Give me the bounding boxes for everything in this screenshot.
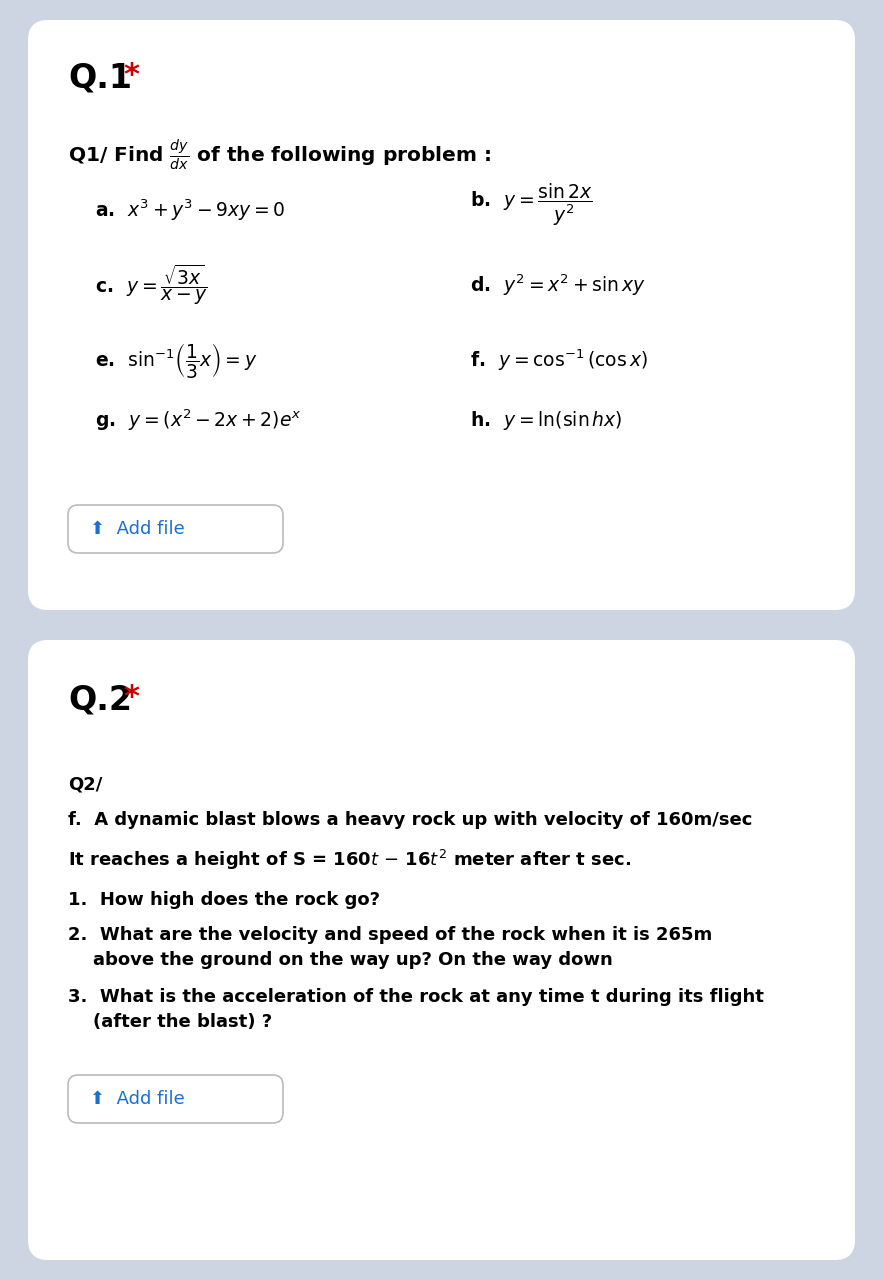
Text: 3.  What is the acceleration of the rock at any time t during its flight: 3. What is the acceleration of the rock … <box>68 988 764 1006</box>
Text: above the ground on the way up? On the way down: above the ground on the way up? On the w… <box>93 951 613 969</box>
Text: Q2/: Q2/ <box>68 776 102 794</box>
Text: f.  $y = \cos^{-1}(\cos x)$: f. $y = \cos^{-1}(\cos x)$ <box>470 347 648 372</box>
Text: c.  $y = \dfrac{\sqrt{3x}}{x-y}$: c. $y = \dfrac{\sqrt{3x}}{x-y}$ <box>95 262 208 307</box>
Text: e.  $\sin^{-1}\!\left(\dfrac{1}{3}x\right) = y$: e. $\sin^{-1}\!\left(\dfrac{1}{3}x\right… <box>95 340 258 379</box>
Text: Q.1: Q.1 <box>68 61 132 95</box>
Text: *: * <box>123 682 139 712</box>
Text: ⬆  Add file: ⬆ Add file <box>90 520 185 538</box>
Text: (after the blast) ?: (after the blast) ? <box>93 1012 272 1030</box>
FancyBboxPatch shape <box>28 20 855 611</box>
Text: a.  $x^3 + y^3 - 9xy = 0$: a. $x^3 + y^3 - 9xy = 0$ <box>95 197 285 223</box>
Text: g.  $y = (x^2 - 2x + 2)e^x$: g. $y = (x^2 - 2x + 2)e^x$ <box>95 407 301 433</box>
FancyBboxPatch shape <box>28 640 855 1260</box>
Text: 1.  How high does the rock go?: 1. How high does the rock go? <box>68 891 380 909</box>
FancyBboxPatch shape <box>68 506 283 553</box>
Text: b.  $y = \dfrac{\sin 2x}{y^2}$: b. $y = \dfrac{\sin 2x}{y^2}$ <box>470 182 592 228</box>
Text: *: * <box>123 60 139 90</box>
FancyBboxPatch shape <box>68 1075 283 1123</box>
Text: Q.2: Q.2 <box>68 684 132 717</box>
Text: h.  $y = \ln(\sin hx)$: h. $y = \ln(\sin hx)$ <box>470 408 623 431</box>
Text: ⬆  Add file: ⬆ Add file <box>90 1091 185 1108</box>
Text: It reaches a height of S = 160$t$ $-$ 16$t^2$ meter after t sec.: It reaches a height of S = 160$t$ $-$ 16… <box>68 847 631 872</box>
Text: 2.  What are the velocity and speed of the rock when it is 265m: 2. What are the velocity and speed of th… <box>68 925 713 945</box>
Text: d.  $y^2 = x^2 + \sin xy$: d. $y^2 = x^2 + \sin xy$ <box>470 273 645 298</box>
Text: f.  A dynamic blast blows a heavy rock up with velocity of 160m/sec: f. A dynamic blast blows a heavy rock up… <box>68 812 752 829</box>
Text: Q1/ Find $\frac{dy}{dx}$ of the following problem :: Q1/ Find $\frac{dy}{dx}$ of the followin… <box>68 137 491 173</box>
